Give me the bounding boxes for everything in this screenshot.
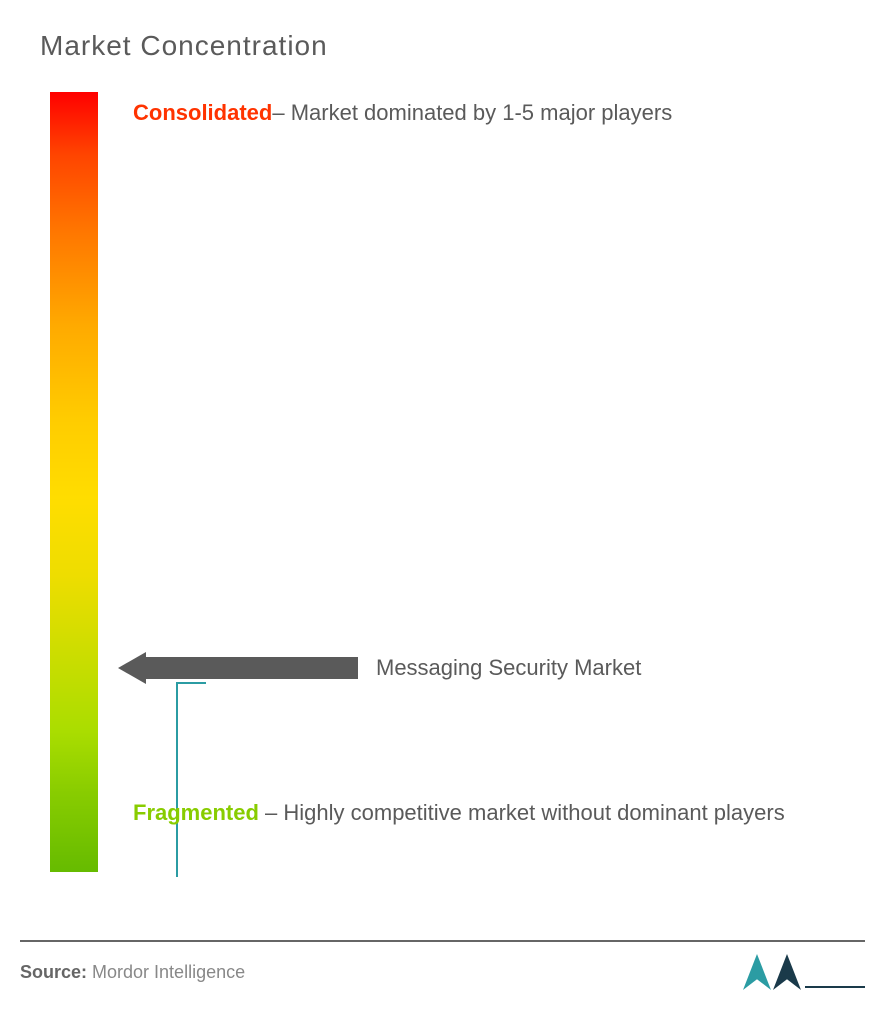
arrow-icon [118, 652, 358, 684]
consolidated-label: Consolidated [133, 100, 272, 125]
market-marker: Messaging Security Market [118, 652, 641, 684]
fragmented-label: Fragmented [133, 800, 259, 825]
page-title: Market Concentration [40, 30, 865, 62]
consolidated-description: – Market dominated by 1-5 major players [272, 100, 672, 125]
logo-icon [743, 954, 801, 990]
fragmented-annotation: Fragmented – Highly competitive market w… [133, 792, 845, 834]
annotations-area: Consolidated– Market dominated by 1-5 ma… [98, 92, 865, 920]
market-name-label: Messaging Security Market [376, 655, 641, 681]
concentration-gradient-bar [50, 92, 98, 872]
consolidated-annotation: Consolidated– Market dominated by 1-5 ma… [133, 92, 845, 134]
source-text: Source: Mordor Intelligence [20, 962, 245, 983]
source-value: Mordor Intelligence [87, 962, 245, 982]
footer: Source: Mordor Intelligence [20, 940, 865, 990]
source-label: Source: [20, 962, 87, 982]
chart-area: Consolidated– Market dominated by 1-5 ma… [20, 92, 865, 920]
connector-line-vertical [176, 682, 178, 877]
logo [743, 954, 865, 990]
fragmented-description: – Highly competitive market without domi… [259, 800, 785, 825]
chart-container: Market Concentration Consolidated– Marke… [0, 0, 885, 1010]
connector-line-horizontal [176, 682, 206, 684]
